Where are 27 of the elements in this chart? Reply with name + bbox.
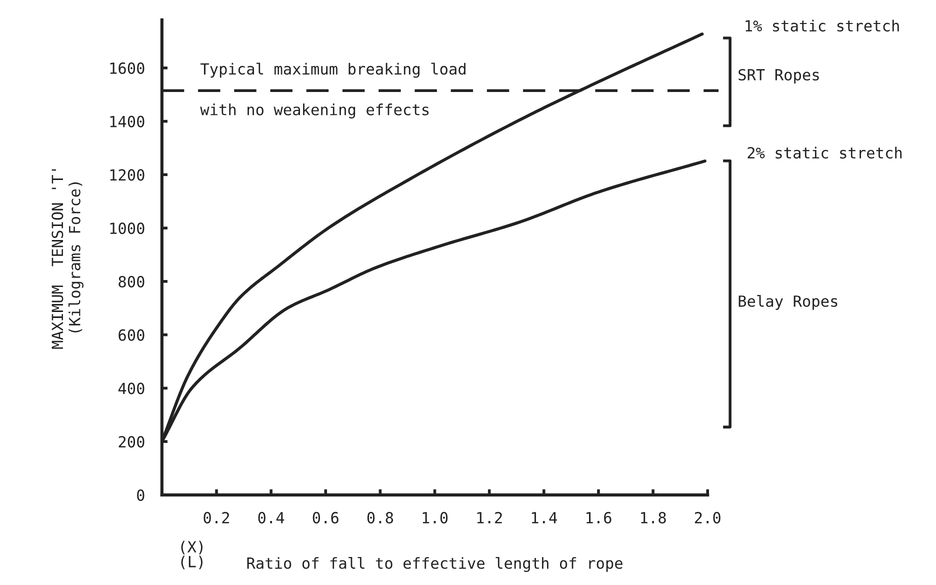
- x-tick-label: 2.0: [694, 512, 720, 524]
- x-tick-label: 0.6: [312, 512, 338, 524]
- x-tick-label: 1.8: [641, 512, 666, 524]
- y-tick-label: 1600: [110, 62, 144, 74]
- x-tick-label: 1.0: [422, 512, 448, 524]
- text: 1% static stretch: [746, 20, 899, 32]
- x-tick-label: 1.4: [532, 512, 557, 524]
- y-tick-label: 200: [118, 436, 144, 448]
- y-axis-title: MAXIMUM TENSION 'T' (Kilograms Force): [52, 169, 84, 349]
- y-tick-label: 0: [137, 489, 144, 501]
- y-tick-label: 1400: [110, 116, 144, 128]
- y-tick-label: 800: [118, 276, 144, 288]
- x-tick-label: 1.6: [586, 512, 612, 524]
- text: 2% static stretch: [748, 146, 902, 159]
- text: SRT Ropes: [738, 68, 819, 84]
- y-tick-label: 1000: [110, 222, 144, 234]
- x-axis-title: Ratio of fall to effective length of rope: [247, 557, 622, 572]
- x-tick-label: 0.2: [204, 512, 229, 524]
- text: Typical maximum breaking load with no weakening effects: [200, 62, 466, 118]
- y-tick-label: 400: [118, 382, 144, 394]
- x-tick-label: 0.8: [367, 512, 394, 524]
- text: Belay Ropes: [738, 295, 838, 310]
- y-tick-label: 1200: [110, 169, 144, 181]
- x-tick-label: 1.2: [477, 512, 502, 524]
- y-tick-label: 600: [118, 329, 144, 341]
- x-tick-label: 0.4: [258, 512, 284, 524]
- text: (X) (L): [181, 540, 202, 570]
